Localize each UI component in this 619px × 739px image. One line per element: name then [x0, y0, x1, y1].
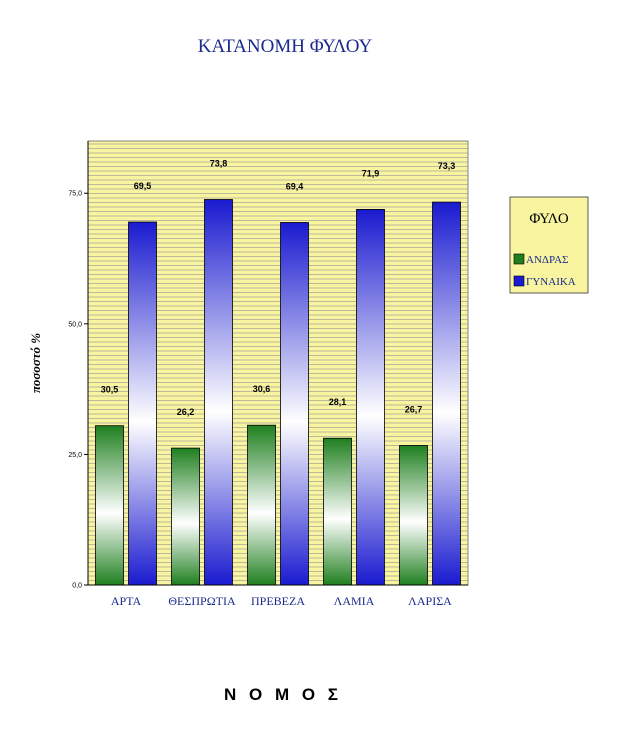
legend-swatch-gynaika — [513, 275, 525, 287]
data-label: 26,7 — [405, 405, 423, 415]
bar-andras — [95, 425, 124, 586]
y-tick-label: 0,0 — [72, 583, 82, 590]
data-label: 73,3 — [438, 161, 456, 171]
bar-gynaika — [204, 199, 233, 586]
data-label: 71,9 — [362, 168, 380, 178]
legend-swatch-andras — [513, 253, 525, 265]
bar-andras — [399, 445, 428, 586]
data-label: 28,1 — [329, 397, 347, 407]
y-tick-label: 25,0 — [68, 452, 82, 459]
x-tick-label: ΛΑΡΙΣΑ — [408, 594, 452, 608]
bars: 30,5 69,5 26,2 73,8 30,6 69,4 28,1 71,9 26,7 73,3 — [95, 159, 461, 586]
y-axis-label: ποσοστό % — [28, 333, 43, 393]
data-label: 69,5 — [134, 181, 152, 191]
data-label: 30,5 — [101, 385, 119, 395]
bar-andras — [247, 424, 276, 586]
data-label: 26,2 — [177, 407, 195, 417]
data-label: 30,6 — [253, 384, 271, 394]
y-tick-label: 50,0 — [68, 321, 82, 328]
x-tick-label: ΑΡΤΑ — [111, 594, 142, 608]
bar-andras — [171, 447, 200, 586]
bar-gynaika — [356, 208, 385, 586]
legend-label-gynaika: ΓΥΝΑΙΚΑ — [526, 276, 576, 288]
y-tick-label: 75,0 — [68, 191, 82, 198]
y-axis: 0,0 25,0 50,0 75,0 — [68, 141, 89, 590]
bar-gynaika — [128, 221, 157, 586]
data-label: 69,4 — [286, 182, 304, 192]
bar-gynaika — [432, 201, 461, 586]
x-tick-label: ΠΡΕΒΕΖΑ — [251, 594, 305, 608]
bar-gynaika — [280, 222, 309, 586]
bar-andras — [323, 437, 352, 586]
legend-title: ΦΥΛΟ — [529, 211, 568, 227]
legend-label-andras: ΑΝΔΡΑΣ — [526, 254, 568, 266]
legend: ΦΥΛΟ ΑΝΔΡΑΣ ΓΥΝΑΙΚΑ — [509, 196, 589, 294]
data-label: 73,8 — [210, 159, 228, 169]
x-tick-label: ΛΑΜΙΑ — [334, 594, 375, 608]
x-tick-label: ΘΕΣΠΡΩΤΙΑ — [168, 594, 236, 608]
chart-title: ΚΑΤΑΝΟΜΗ ΦΥΛΟΥ — [198, 36, 373, 57]
x-axis: ΑΡΤΑ ΘΕΣΠΡΩΤΙΑ ΠΡΕΒΕΖΑ ΛΑΜΙΑ ΛΑΡΙΣΑ — [88, 584, 468, 608]
x-axis-label: Ν Ο Μ Ο Σ — [224, 685, 342, 704]
